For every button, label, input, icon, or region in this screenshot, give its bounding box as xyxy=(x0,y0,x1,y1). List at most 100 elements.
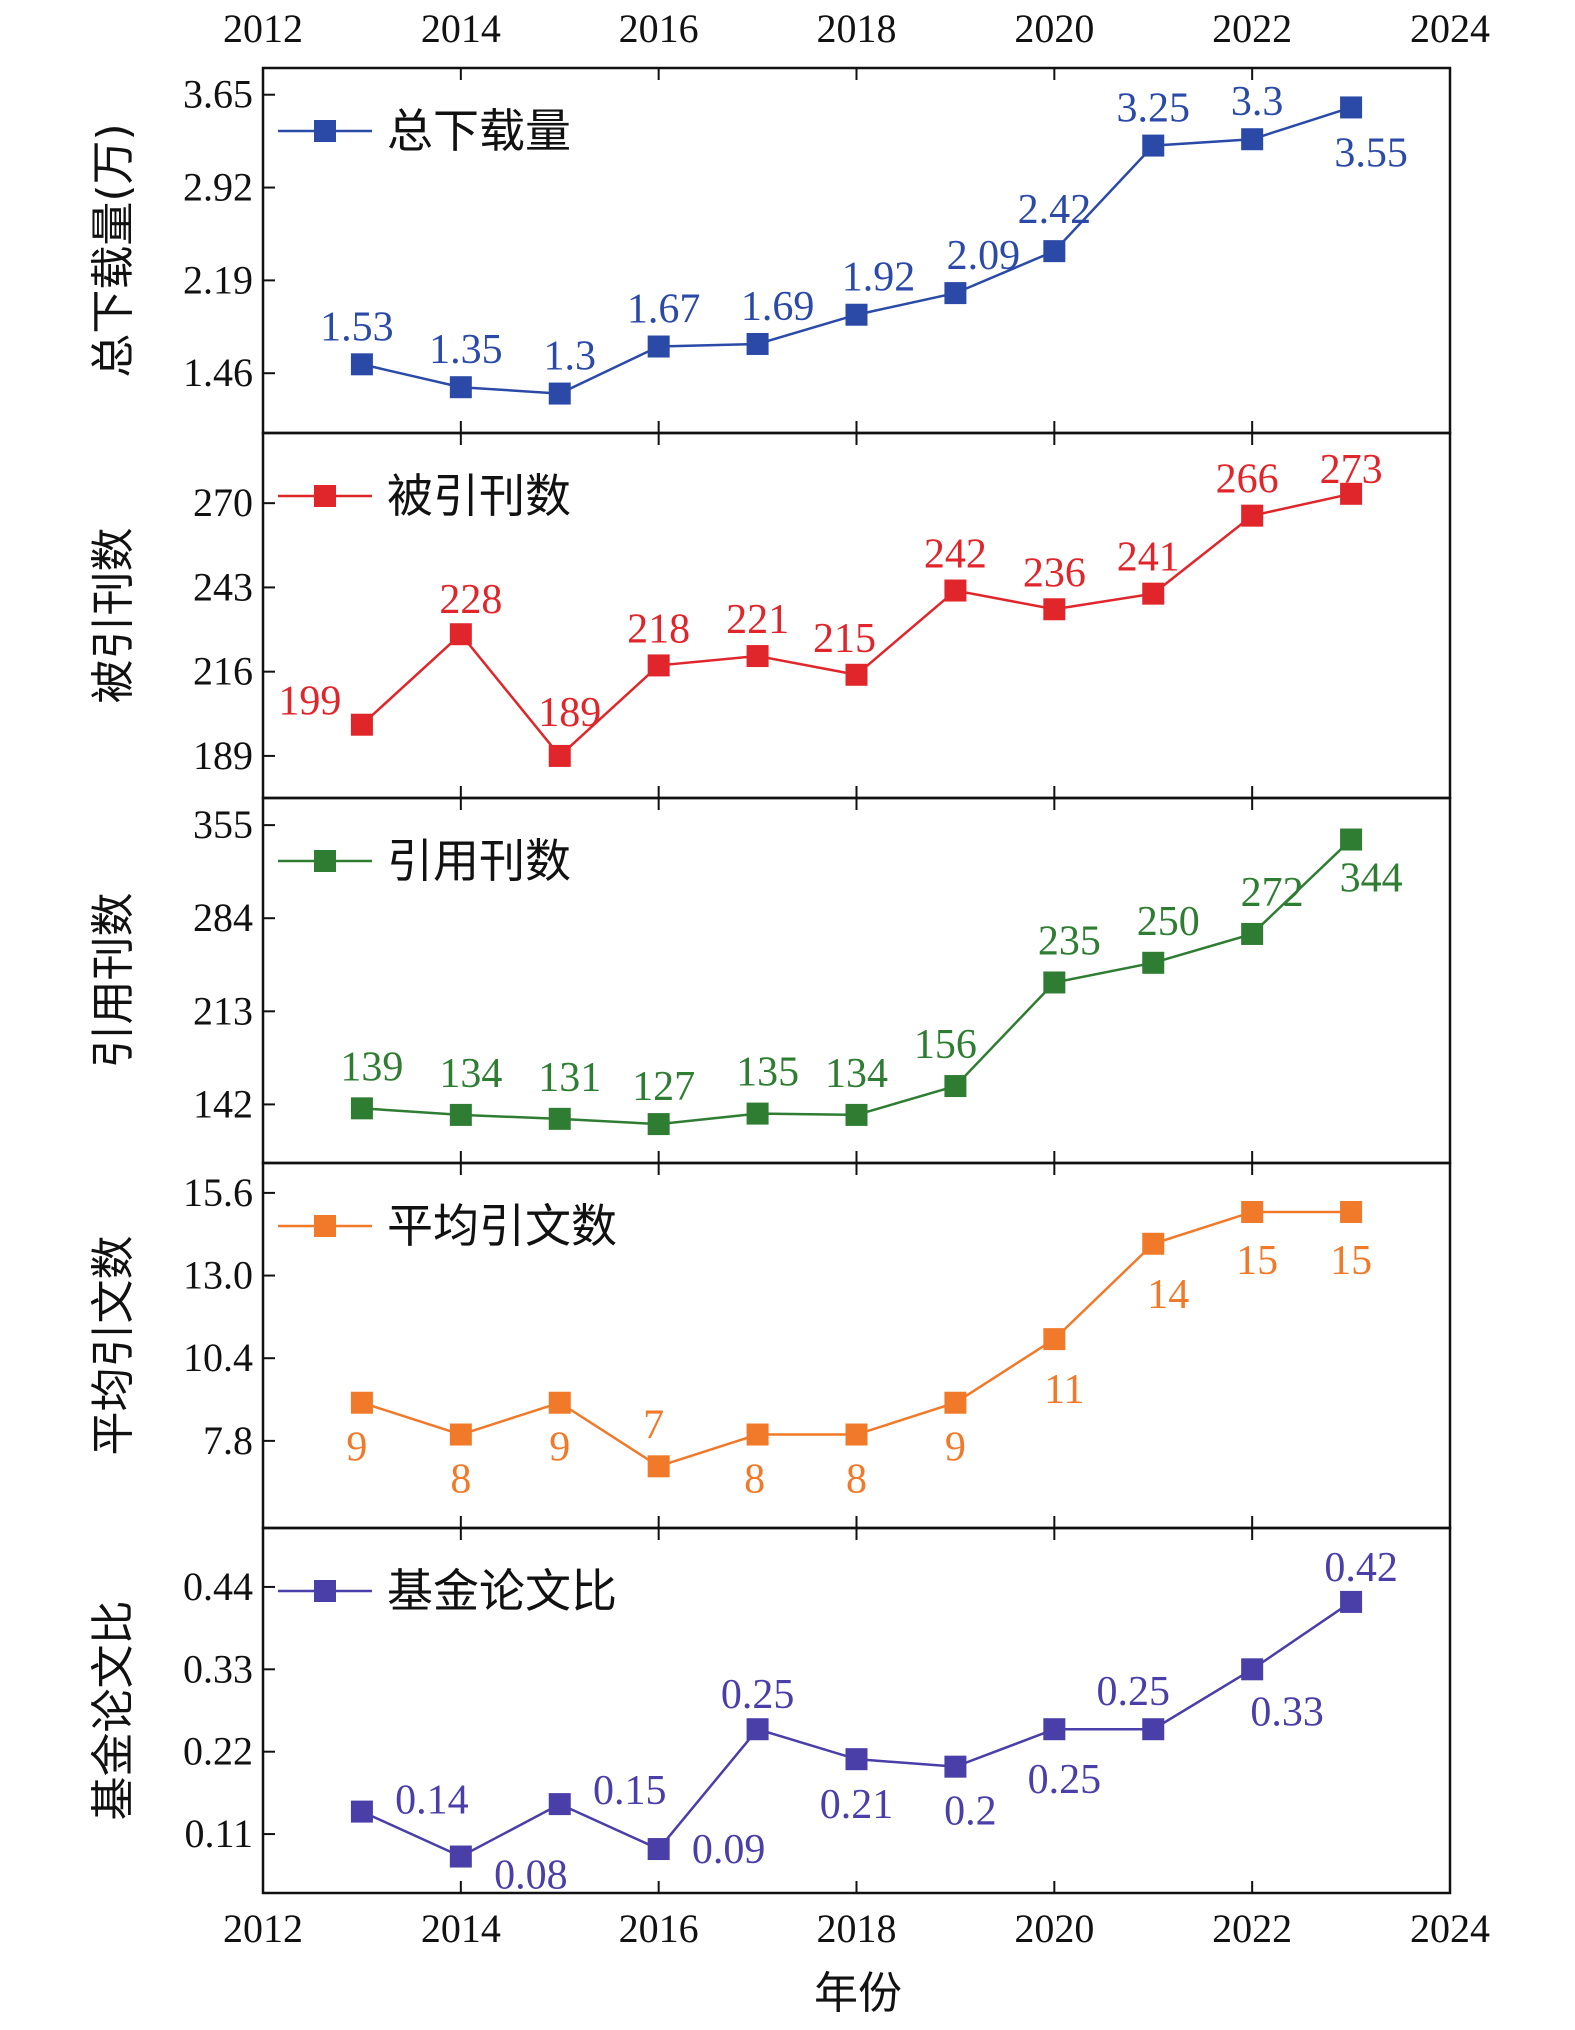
y-axis-title: 被引刊数 xyxy=(88,528,139,704)
data-point xyxy=(845,303,868,326)
panel-3: 142 213 284 355 引用刊数 139 134 131 127 135 134 156 235… xyxy=(88,796,1452,1165)
x-tick-label-top: 2022 xyxy=(1212,6,1292,51)
data-point xyxy=(350,1391,373,1414)
x-tick-label: 2016 xyxy=(619,1906,699,1951)
y-tick-label: 0.11 xyxy=(184,1811,253,1856)
data-label: 242 xyxy=(924,532,987,578)
data-label: 15 xyxy=(1330,1238,1372,1284)
y-tick-label: 216 xyxy=(193,649,253,694)
data-point xyxy=(449,376,472,399)
y-tick-label: 2.19 xyxy=(183,257,253,302)
data-point xyxy=(746,1423,769,1446)
x-tick-label: 2024 xyxy=(1410,1906,1490,1951)
y-tick-label: 0.33 xyxy=(183,1646,253,1691)
data-label: 8 xyxy=(744,1457,765,1503)
data-point xyxy=(1241,1658,1264,1681)
y-tick-label: 2.92 xyxy=(183,165,253,210)
legend-marker xyxy=(314,485,336,507)
data-point xyxy=(350,713,373,736)
data-point xyxy=(1043,971,1066,994)
data-point xyxy=(548,382,571,405)
bottom-x-axis: 2012 2014 2016 2018 2020 2022 2024 xyxy=(223,1906,1490,1951)
x-tick-label-top: 2014 xyxy=(421,6,501,51)
data-label: 215 xyxy=(813,616,876,662)
x-axis-title: 年份 xyxy=(814,1968,902,2019)
data-label: 131 xyxy=(538,1055,601,1101)
data-label: 1.67 xyxy=(627,287,701,333)
legend-marker xyxy=(314,850,336,872)
y-tick-label: 15.6 xyxy=(183,1170,253,1215)
y-tick-label: 3.65 xyxy=(183,72,253,117)
data-label: 9 xyxy=(549,1425,570,1471)
data-point xyxy=(647,1455,670,1478)
x-tick-label-top: 2020 xyxy=(1014,6,1094,51)
data-label: 134 xyxy=(439,1051,502,1097)
data-point xyxy=(449,623,472,646)
data-point xyxy=(944,282,967,305)
data-label: 273 xyxy=(1320,447,1383,493)
data-label: 241 xyxy=(1117,535,1180,581)
data-label: 3.25 xyxy=(1117,86,1191,132)
data-label: 127 xyxy=(632,1064,695,1110)
y-tick-label: 0.22 xyxy=(183,1729,253,1774)
data-label: 15 xyxy=(1236,1238,1278,1284)
data-point xyxy=(1241,1200,1264,1223)
data-point xyxy=(350,1097,373,1120)
data-label: 8 xyxy=(846,1457,867,1503)
legend-label: 被引刊数 xyxy=(387,469,571,523)
x-tick-label: 2012 xyxy=(223,1906,303,1951)
data-point xyxy=(647,335,670,358)
y-axis-title: 总下载量(万) xyxy=(88,123,139,377)
data-label: 0.15 xyxy=(593,1768,667,1814)
data-label: 2.42 xyxy=(1018,187,1092,233)
data-point xyxy=(1340,1590,1363,1613)
data-point xyxy=(1340,828,1363,851)
data-point xyxy=(746,332,769,355)
data-label: 1.3 xyxy=(544,334,597,380)
y-tick-label: 355 xyxy=(193,802,253,847)
data-point xyxy=(1340,482,1363,505)
y-axis-title: 平均引文数 xyxy=(88,1236,139,1456)
legend-marker xyxy=(314,120,336,142)
chart-panels: 1.46 2.19 2.92 3.65 总下载量(万) 1.53 1.35 1.3 1.67 1.… xyxy=(88,66,1452,1899)
data-label: 0.2 xyxy=(944,1789,997,1835)
x-tick-label: 2022 xyxy=(1212,1906,1292,1951)
y-axis-title: 基金论文比 xyxy=(88,1601,139,1821)
legend: 总下载量 xyxy=(278,104,571,158)
data-label: 135 xyxy=(736,1050,799,1096)
data-label: 1.69 xyxy=(741,284,815,330)
y-tick-label: 243 xyxy=(193,564,253,609)
data-label: 8 xyxy=(450,1457,471,1503)
x-tick-label-top: 2024 xyxy=(1410,6,1490,51)
data-point xyxy=(845,663,868,686)
data-label: 228 xyxy=(439,577,502,623)
legend-label: 平均引文数 xyxy=(387,1199,617,1253)
y-tick-label: 0.44 xyxy=(183,1564,253,1609)
data-point xyxy=(647,1838,670,1861)
data-label: 156 xyxy=(914,1022,977,1068)
data-point xyxy=(845,1748,868,1771)
data-label: 9 xyxy=(346,1425,367,1471)
data-point xyxy=(1142,1718,1165,1741)
data-point xyxy=(1043,1328,1066,1351)
data-label: 2.09 xyxy=(947,233,1021,279)
panel-5: 0.11 0.22 0.33 0.44 基金论文比 0.14 0.08 0.15 0.09 0.2… xyxy=(88,1526,1452,1899)
data-point xyxy=(746,1102,769,1125)
data-point xyxy=(1241,504,1264,527)
data-point xyxy=(746,1718,769,1741)
data-label: 1.53 xyxy=(320,304,394,350)
data-label: 250 xyxy=(1137,899,1200,945)
data-label: 9 xyxy=(945,1425,966,1471)
data-label: 1.35 xyxy=(429,327,503,373)
data-point xyxy=(1142,134,1165,157)
panel-2: 189 216 243 270 被引刊数 199 228 189 218 221 215 242 236… xyxy=(88,431,1452,800)
x-tick-label-top: 2012 xyxy=(223,6,303,51)
data-point xyxy=(350,1800,373,1823)
y-tick-label: 7.8 xyxy=(203,1418,253,1463)
y-tick-label: 10.4 xyxy=(183,1335,253,1380)
data-point xyxy=(548,1107,571,1130)
data-label: 0.25 xyxy=(1097,1669,1171,1715)
y-tick-label: 189 xyxy=(193,733,253,778)
data-point xyxy=(449,1845,472,1868)
